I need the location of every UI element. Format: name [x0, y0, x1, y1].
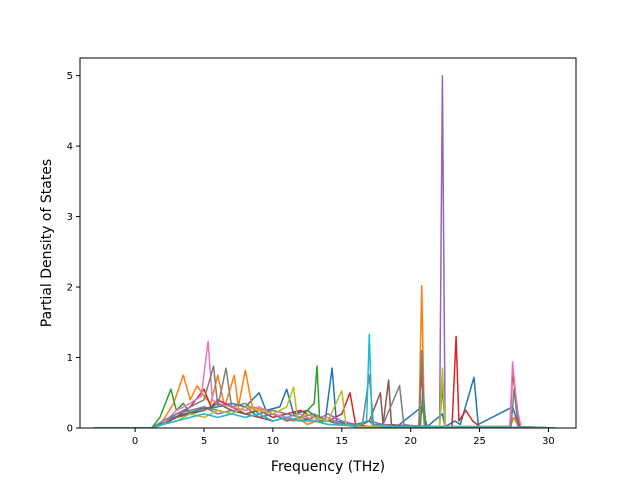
x-tick-label: 15 [335, 436, 348, 447]
x-tick-label: 0 [132, 436, 138, 447]
y-tick-label: 4 [67, 142, 73, 153]
plot-frame [79, 57, 577, 429]
y-axis-label: Partial Density of States [39, 159, 55, 327]
x-tick-label: 5 [201, 436, 207, 447]
series-line-4 [93, 335, 556, 428]
y-axis-ticks: 0 1 2 3 4 5 [67, 71, 80, 435]
y-tick-label: 3 [67, 212, 73, 223]
x-axis-ticks: 0 5 10 15 20 25 30 [132, 428, 555, 447]
series-layer [93, 74, 556, 428]
x-tick-label: 30 [542, 436, 555, 447]
y-tick-label: 0 [67, 424, 73, 435]
x-tick-label: 25 [473, 436, 486, 447]
x-tick-label: 20 [404, 436, 417, 447]
series-line-10 [93, 333, 556, 428]
x-tick-label: 10 [267, 436, 280, 447]
series-line-7 [93, 340, 556, 428]
y-tick-label: 5 [67, 71, 73, 82]
series-line-8 [93, 349, 556, 428]
series-line-9 [93, 367, 556, 428]
x-axis-label: Frequency (THz) [271, 459, 385, 475]
y-tick-label: 1 [67, 353, 73, 364]
series-line-1 [93, 367, 556, 428]
y-tick-label: 2 [67, 283, 73, 294]
